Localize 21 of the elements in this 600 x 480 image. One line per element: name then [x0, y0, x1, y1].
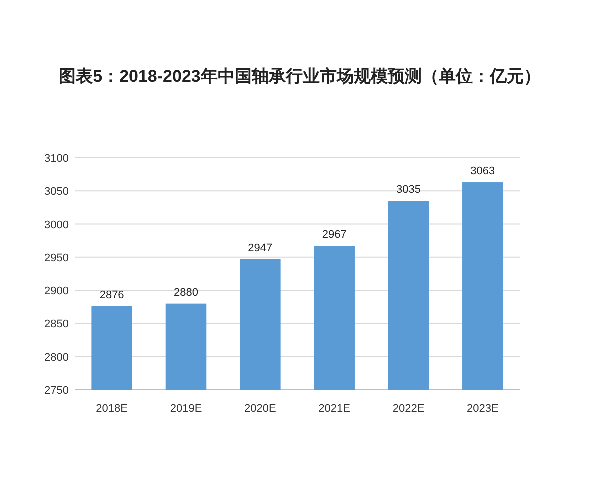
data-label: 2947 — [248, 242, 273, 254]
y-tick-label: 2900 — [44, 286, 69, 298]
data-label: 3063 — [470, 166, 496, 178]
x-tick-label: 2021E — [318, 403, 350, 415]
x-tick-label: 2020E — [244, 403, 276, 415]
y-tick-label: 2750 — [44, 385, 69, 397]
y-tick-label: 2800 — [44, 352, 69, 364]
x-tick-label: 2022E — [392, 403, 425, 415]
x-tick-label: 2023E — [467, 403, 499, 415]
data-label: 2880 — [174, 286, 198, 299]
x-tick-label: 2018E — [96, 403, 128, 415]
y-tick-label: 3000 — [44, 219, 69, 232]
data-label: 2876 — [100, 289, 124, 302]
data-label: 3035 — [396, 184, 421, 196]
x-tick-label: 2019E — [170, 403, 202, 415]
y-tick-label: 3050 — [44, 186, 69, 198]
chart-title: 图表5：2018-2023年中国轴承行业市场规模预测（单位：亿元） — [59, 67, 541, 86]
data-label: 2967 — [322, 229, 347, 242]
y-tick-label: 2850 — [44, 318, 69, 331]
y-tick-label: 2950 — [44, 252, 69, 264]
y-tick-label: 3100 — [44, 153, 69, 165]
